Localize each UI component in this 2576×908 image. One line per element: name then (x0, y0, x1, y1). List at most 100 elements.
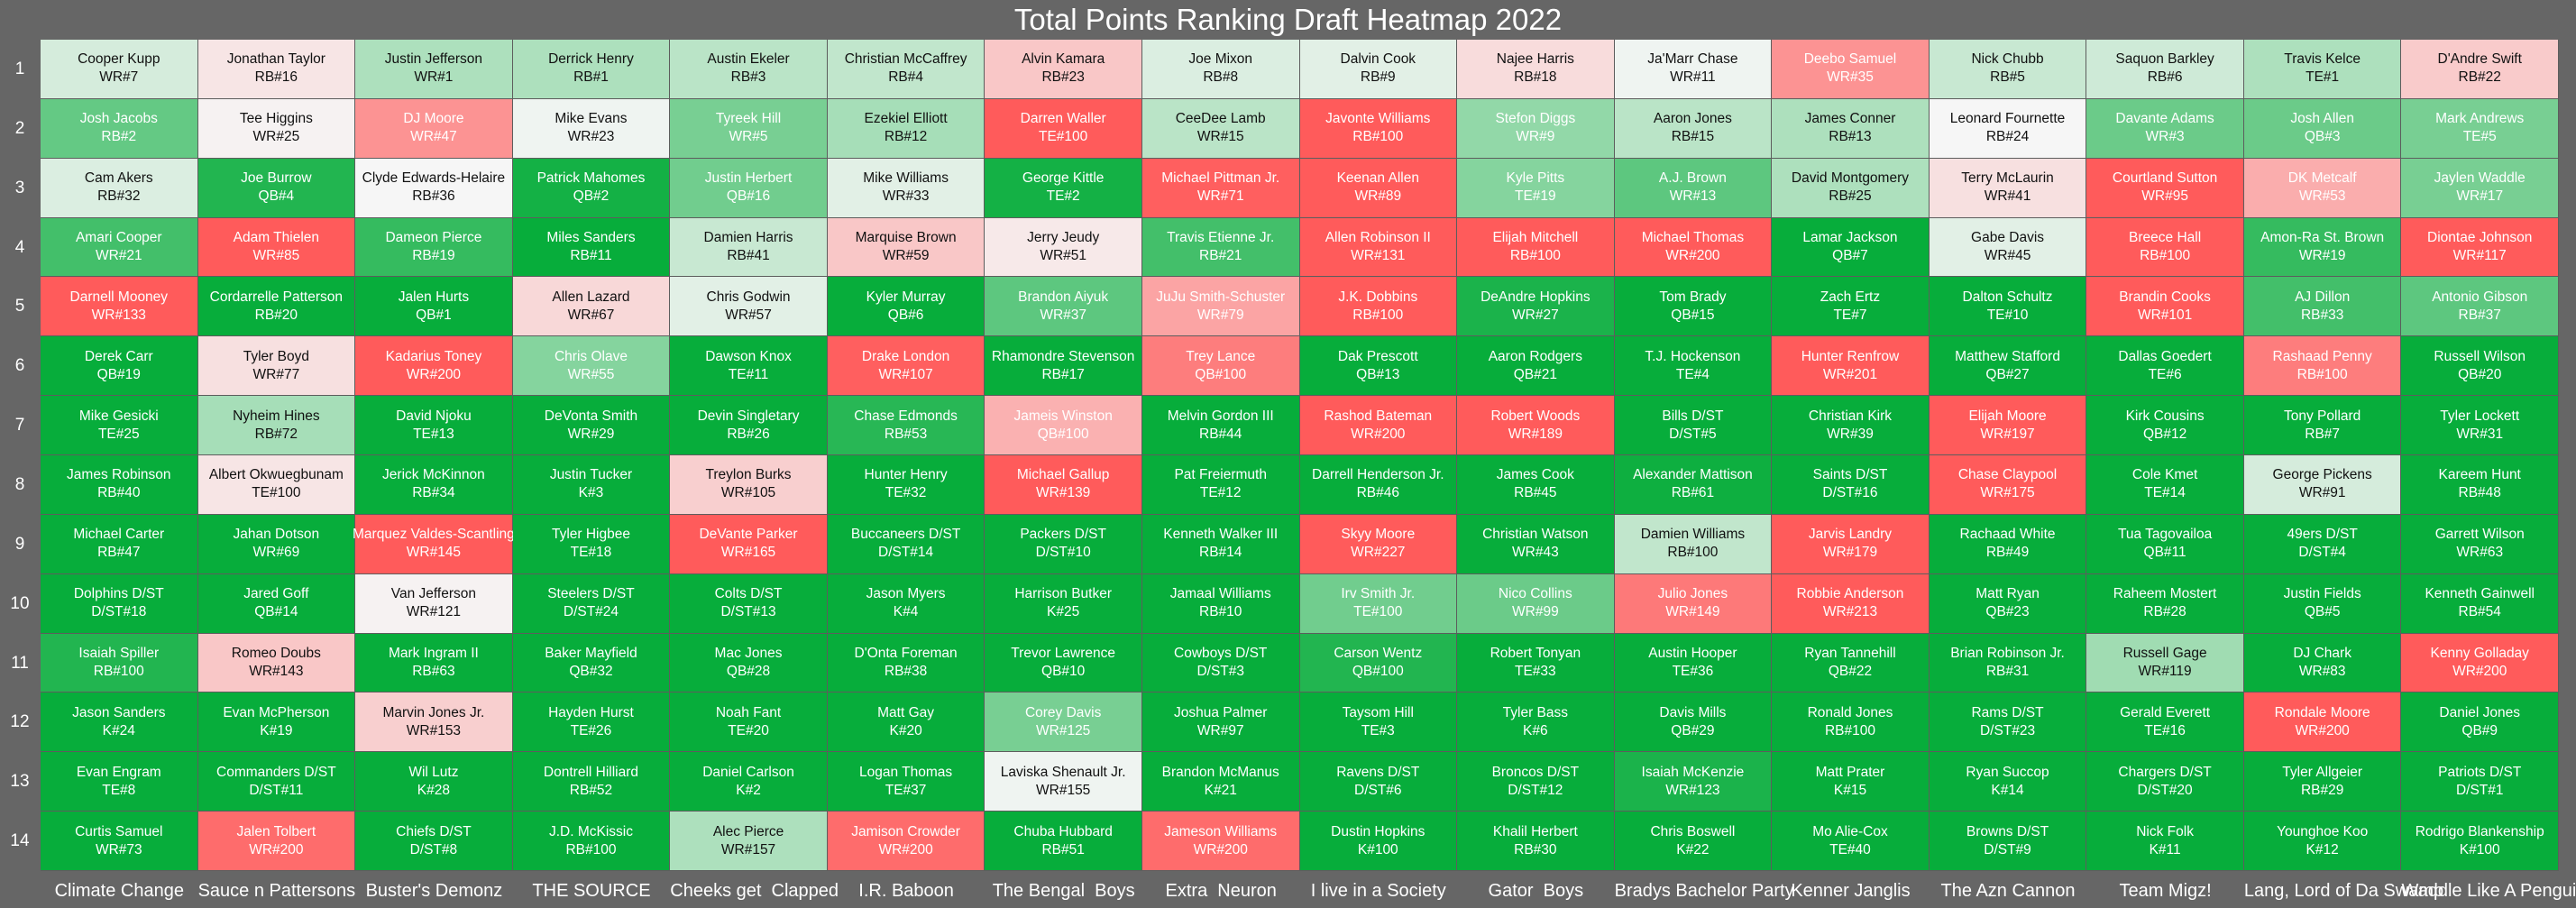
cell-player-name: Hunter Henry (864, 467, 948, 483)
cell-position-rank: TE#1 (2306, 69, 2340, 86)
cell-player-name: Allen Lazard (552, 289, 630, 305)
cell-position-rank: WR#123 (1665, 782, 1720, 798)
heatmap-cell: Travis Etienne Jr. RB#21 (1141, 217, 1300, 278)
cell-player-name: Kareem Hunt (2438, 467, 2521, 483)
cell-position-rank: RB#15 (1671, 129, 1715, 145)
cell-player-name: Diontae Johnson (2427, 229, 2533, 245)
cell-position-rank: WR#227 (1351, 545, 1406, 561)
y-tick-label: 6 (14, 356, 25, 376)
cell-position-rank: RB#100 (1352, 129, 1404, 145)
cell-position-rank: QB#14 (254, 604, 298, 620)
heatmap-cell: Darrell Henderson Jr. RB#46 (1299, 455, 1458, 515)
cell-player-name: Alvin Kamara (1022, 51, 1105, 68)
cell-position-rank: WR#25 (252, 129, 300, 145)
heatmap-cell: Younghoe Koo K#12 (2243, 812, 2402, 871)
cell-player-name: Trevor Lawrence (1011, 645, 1116, 661)
x-tick-label: Climate Change (54, 881, 184, 901)
heatmap-cell: Dak Prescott QB#13 (1299, 336, 1458, 397)
cell-position-rank: RB#100 (565, 841, 617, 858)
heatmap-cell: Chase Claypool WR#175 (1929, 455, 2087, 515)
heatmap-cell: Jarvis Landry WR#179 (1772, 514, 1930, 574)
cell-position-rank: WR#149 (1665, 604, 1720, 620)
cell-position-rank: WR#23 (567, 129, 615, 145)
cell-position-rank: WR#99 (1512, 604, 1559, 620)
cell-player-name: Khalil Herbert (1492, 823, 1578, 839)
cell-position-rank: WR#85 (252, 247, 300, 263)
cell-player-name: Josh Jacobs (79, 111, 158, 127)
cell-player-name: Treylon Burks (705, 467, 792, 483)
cell-position-rank: WR#200 (1351, 426, 1406, 442)
heatmap-cell: Najee Harris RB#18 (1457, 40, 1615, 99)
cell-player-name: Brandin Cooks (2119, 289, 2211, 305)
cell-position-rank: RB#11 (570, 247, 612, 263)
cell-player-name: Jarvis Landry (1808, 527, 1893, 543)
x-tick-label: Kenner Janglis (1791, 881, 1911, 901)
cell-position-rank: RB#38 (884, 663, 928, 679)
cell-player-name: Chuba Hubbard (1013, 823, 1113, 839)
cell-player-name: Dalton Schultz (1962, 289, 2053, 305)
cell-player-name: Dawson Knox (705, 348, 792, 364)
heatmap-cell: Alexander Mattison RB#61 (1614, 455, 1773, 515)
cell-position-rank: QB#22 (1828, 663, 1873, 679)
cell-player-name: Matt Gay (877, 704, 935, 720)
cell-player-name: Derek Carr (84, 348, 153, 364)
cell-position-rank: QB#13 (1356, 366, 1400, 382)
heatmap-cell: Laviska Shenault Jr. WR#155 (985, 752, 1142, 812)
heatmap-cell: Marquez Valdes-Scantling WR#145 (353, 514, 515, 574)
cell-position-rank: D/ST#24 (563, 604, 619, 620)
heatmap-cell: Aaron Rodgers QB#21 (1457, 336, 1615, 397)
cell-player-name: Hunter Renfrow (1801, 348, 1900, 364)
cell-player-name: Mac Jones (714, 645, 783, 661)
cell-player-name: Dallas Goedert (2118, 348, 2212, 364)
cell-player-name: Ravens D/ST (1336, 764, 1420, 780)
cell-player-name: Tom Brady (1659, 289, 1727, 305)
heatmap-cell: Evan Engram TE#8 (41, 752, 198, 812)
cell-player-name: Joshua Palmer (1174, 704, 1268, 720)
cell-player-name: D'Andre Swift (2437, 51, 2522, 68)
cell-player-name: JuJu Smith-Schuster (1156, 289, 1286, 305)
cell-player-name: Kenny Golladay (2430, 645, 2529, 661)
heatmap-cell: DK Metcalf WR#53 (2243, 158, 2402, 218)
cell-player-name: J.D. McKissic (548, 823, 633, 839)
heatmap-cell: Pat Freiermuth TE#12 (1141, 455, 1300, 515)
heatmap-cell: Davante Adams WR#3 (2086, 98, 2244, 159)
heatmap-cell: Gerald Everett TE#16 (2086, 692, 2244, 753)
cell-player-name: Taysom Hill (1342, 704, 1414, 720)
cell-player-name: Romeo Doubs (231, 645, 321, 661)
heatmap-cell: Tee Higgins WR#25 (197, 98, 356, 159)
cell-position-rank: WR#200 (1193, 841, 1248, 858)
cell-position-rank: RB#49 (1985, 545, 2030, 561)
cell-position-rank: RB#4 (888, 69, 923, 86)
cell-player-name: Jason Myers (866, 586, 946, 602)
heatmap-cell: Courtland Sutton WR#95 (2086, 158, 2244, 218)
cell-player-name: Younghoe Koo (2277, 823, 2369, 839)
heatmap-cell: Jameson Williams WR#200 (1141, 812, 1300, 871)
heatmap-cell: Aaron Jones RB#15 (1614, 98, 1773, 159)
heatmap-cell: Logan Thomas TE#37 (827, 752, 985, 812)
cell-position-rank: K#6 (1523, 722, 1548, 738)
heatmap-cell: James Robinson RB#40 (41, 455, 198, 515)
heatmap-cell: Tua Tagovailoa QB#11 (2086, 514, 2244, 574)
heatmap-cell: Cole Kmet TE#14 (2086, 455, 2244, 515)
heatmap-cell: Davis Mills QB#29 (1614, 692, 1773, 753)
cell-player-name: Colts D/ST (714, 586, 783, 602)
heatmap-cell: Brandin Cooks WR#101 (2086, 277, 2244, 337)
heatmap-cell: Tyler Lockett WR#31 (2401, 396, 2559, 455)
cell-player-name: Davante Adams (2115, 111, 2214, 127)
cell-position-rank: QB#16 (726, 188, 771, 205)
cell-player-name: Rhamondre Stevenson (991, 348, 1135, 364)
cell-player-name: Rams D/ST (1971, 704, 2044, 720)
cell-position-rank: WR#53 (2298, 188, 2346, 205)
heatmap-cell: Commanders D/ST D/ST#11 (197, 752, 356, 812)
heatmap-cell: DJ Chark WR#83 (2243, 633, 2402, 693)
cell-position-rank: RB#10 (1199, 604, 1242, 620)
cell-position-rank: D/ST#12 (1508, 782, 1563, 798)
cell-player-name: Michael Gallup (1016, 467, 1110, 483)
cell-position-rank: TE#33 (1515, 663, 1556, 679)
cell-position-rank: WR#51 (1040, 247, 1086, 263)
cell-position-rank: RB#100 (93, 663, 144, 679)
heatmap-cell: Tyler Bass K#6 (1457, 692, 1615, 753)
cell-position-rank: WR#77 (252, 366, 300, 382)
heatmap-cell: Drake London WR#107 (827, 336, 985, 397)
heatmap-cell: Tyler Allgeier RB#29 (2243, 752, 2402, 812)
